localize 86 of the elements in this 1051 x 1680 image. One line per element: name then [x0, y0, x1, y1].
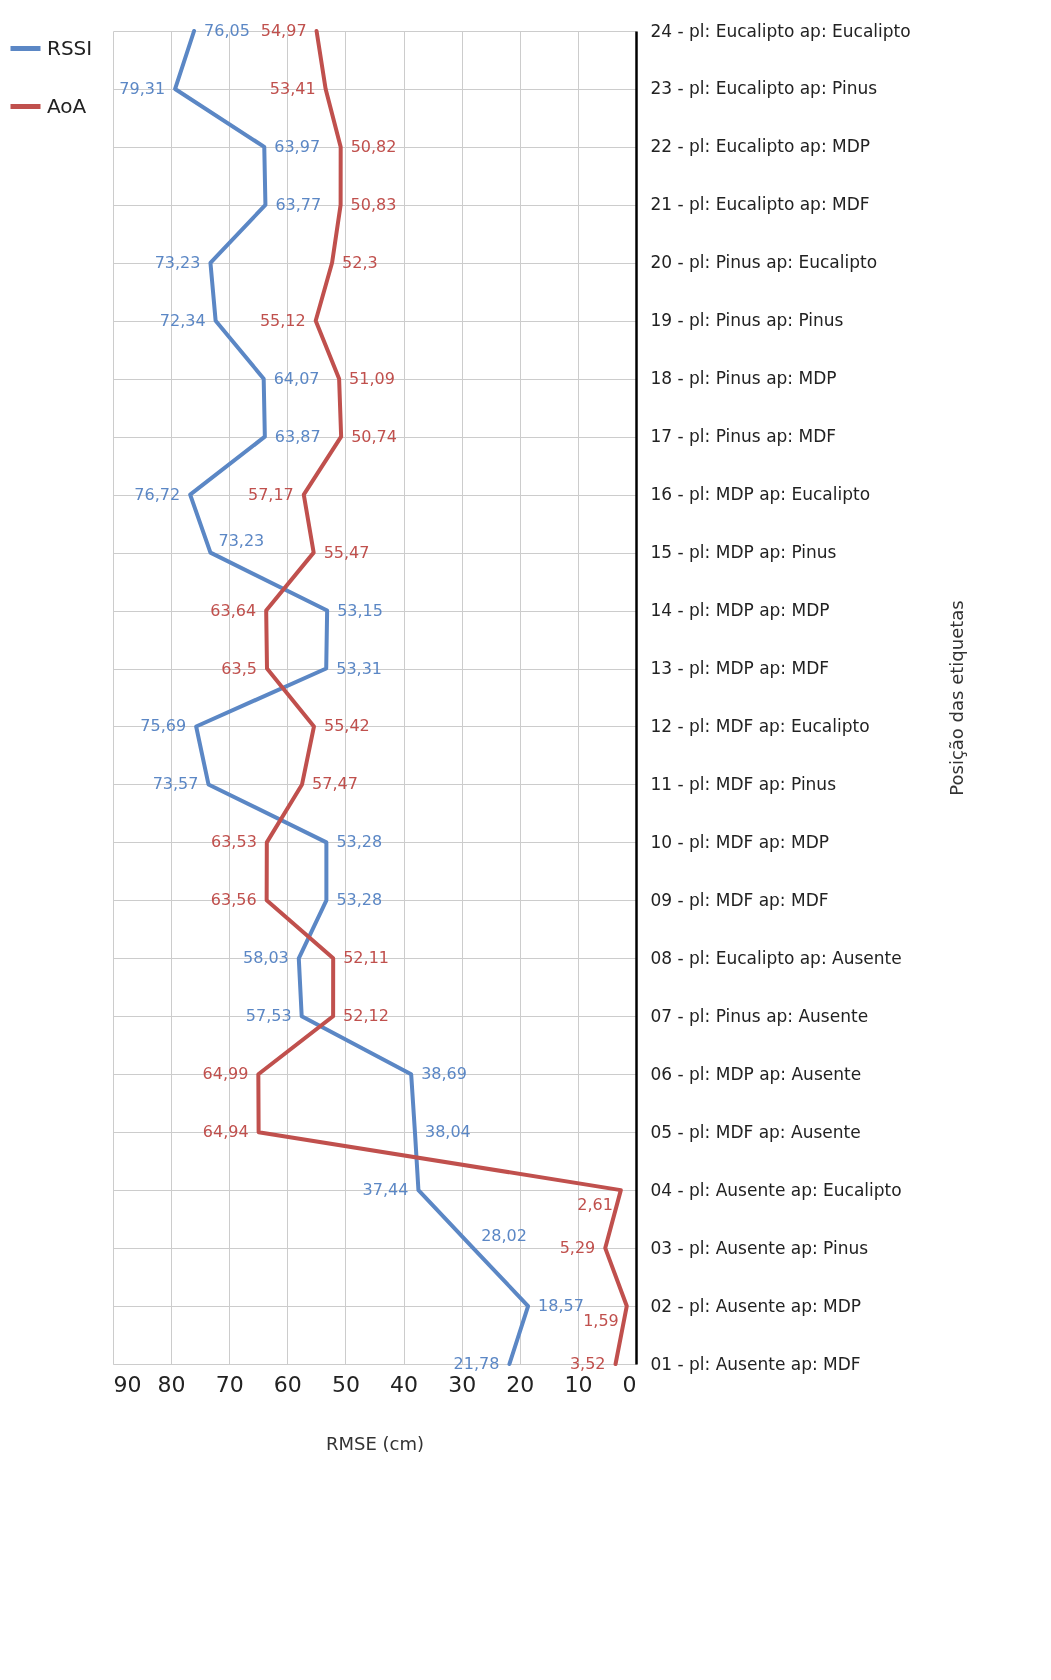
- data-label: 52,3: [342, 252, 378, 272]
- y-tick-label: 10 - pl: MDF ap: MDP: [650, 831, 830, 852]
- data-label: 55,42: [323, 716, 370, 736]
- data-label: 63,64: [210, 600, 257, 620]
- data-label: 58,03: [242, 948, 289, 968]
- y-tick-label: 03 - pl: Ausente ap: Pinus: [650, 1237, 869, 1258]
- data-label: 75,69: [140, 716, 187, 736]
- data-label: 5,29: [559, 1238, 596, 1258]
- data-label: 73,23: [218, 530, 265, 550]
- data-label: 57,53: [245, 1006, 292, 1026]
- y-tick-label: 09 - pl: MDF ap: MDF: [650, 889, 829, 910]
- y-tick-label: 07 - pl: Pinus ap: Ausente: [650, 1005, 869, 1026]
- data-label: 50,82: [350, 136, 397, 156]
- data-label: 73,23: [154, 252, 201, 272]
- legend-label: RSSI: [47, 35, 93, 60]
- data-label: 63,87: [274, 426, 321, 446]
- data-label: 73,57: [152, 774, 199, 794]
- y-tick-label: 23 - pl: Eucalipto ap: Pinus: [650, 78, 878, 99]
- data-label: 50,83: [350, 194, 397, 214]
- data-label: 64,94: [202, 1122, 249, 1142]
- x-tick-label: 50: [331, 1371, 360, 1397]
- data-label: 38,69: [421, 1064, 467, 1084]
- data-label: 51,09: [349, 368, 395, 388]
- x-tick-label: 20: [506, 1371, 535, 1397]
- y-tick-label: 04 - pl: Ausente ap: Eucalipto: [650, 1179, 902, 1200]
- y-tick-label: 14 - pl: MDP ap: MDP: [650, 600, 830, 621]
- data-label: 54,97: [260, 21, 307, 40]
- y-tick-label: 19 - pl: Pinus ap: Pinus: [650, 310, 844, 331]
- y-tick-label: 24 - pl: Eucalipto ap: Eucalipto: [650, 20, 911, 41]
- y-tick-label: 21 - pl: Eucalipto ap: MDF: [650, 194, 870, 215]
- y-tick-label: 13 - pl: MDP ap: MDF: [650, 658, 830, 679]
- data-label: 63,56: [210, 890, 257, 910]
- data-label: 63,53: [211, 832, 257, 852]
- y-tick-label: 02 - pl: Ausente ap: MDP: [650, 1295, 862, 1316]
- data-label: 3,52: [569, 1354, 606, 1373]
- data-label: 64,07: [273, 368, 320, 388]
- x-axis-title: RMSE (cm): [325, 1432, 425, 1454]
- data-label: 52,11: [343, 948, 389, 968]
- y-tick-label: 22 - pl: Eucalipto ap: MDP: [650, 136, 871, 157]
- y-tick-label: 12 - pl: MDF ap: Eucalipto: [650, 715, 870, 736]
- x-tick-label: 10: [564, 1371, 593, 1397]
- x-tick-label: 40: [390, 1371, 419, 1397]
- data-label: 55,47: [323, 542, 370, 562]
- x-tick-label: 90: [113, 1371, 142, 1397]
- y-tick-label: 16 - pl: MDP ap: Eucalipto: [650, 484, 871, 505]
- data-label: 63,77: [275, 194, 322, 214]
- y-tick-label: 08 - pl: Eucalipto ap: Ausente: [650, 947, 902, 968]
- data-label: 21,78: [453, 1354, 500, 1373]
- y-tick-label: 20 - pl: Pinus ap: Eucalipto: [650, 252, 878, 273]
- data-label: 76,05: [204, 21, 250, 40]
- x-tick-label: 80: [157, 1371, 186, 1397]
- data-label: 72,34: [159, 310, 206, 330]
- data-label: 64,99: [202, 1064, 249, 1084]
- y-tick-label: 18 - pl: Pinus ap: MDP: [650, 368, 837, 389]
- x-tick-label: 30: [448, 1371, 477, 1397]
- data-label: 1,59: [583, 1311, 619, 1331]
- data-label: 53,31: [336, 658, 383, 678]
- data-label: 38,04: [424, 1122, 471, 1142]
- data-label: 28,02: [481, 1226, 527, 1246]
- data-label: 55,12: [259, 310, 306, 330]
- data-label: 63,97: [274, 136, 321, 156]
- data-label: 53,28: [336, 832, 383, 852]
- data-label: 50,74: [351, 426, 397, 446]
- y-tick-label: 06 - pl: MDP ap: Ausente: [650, 1063, 862, 1084]
- data-label: 52,12: [343, 1006, 389, 1026]
- data-label: 63,5: [221, 658, 257, 678]
- x-tick-label: 60: [273, 1371, 302, 1397]
- x-tick-label: 0: [622, 1371, 637, 1397]
- data-label: 53,15: [337, 600, 383, 620]
- data-label: 76,72: [134, 484, 181, 504]
- data-label: 57,17: [247, 484, 294, 504]
- y-tick-label: 17 - pl: Pinus ap: MDF: [650, 426, 837, 447]
- x-tick-label: 70: [215, 1371, 244, 1397]
- data-label: 53,41: [269, 78, 316, 98]
- y-tick-label: 15 - pl: MDP ap: Pinus: [650, 542, 837, 563]
- y-tick-label: 05 - pl: MDF ap: Ausente: [650, 1121, 861, 1142]
- data-label: 37,44: [362, 1180, 409, 1200]
- y-axis-title: Posição das etiquetas: [945, 600, 967, 796]
- y-tick-label: 01 - pl: Ausente ap: MDF: [650, 1353, 861, 1374]
- data-label: 79,31: [119, 78, 166, 98]
- data-label: 18,57: [538, 1296, 584, 1316]
- data-label: 57,47: [312, 774, 358, 794]
- legend-label: AoA: [47, 93, 87, 118]
- y-tick-label: 11 - pl: MDF ap: Pinus: [650, 773, 837, 794]
- data-label: 53,28: [336, 890, 383, 910]
- data-label: 2,61: [577, 1195, 613, 1215]
